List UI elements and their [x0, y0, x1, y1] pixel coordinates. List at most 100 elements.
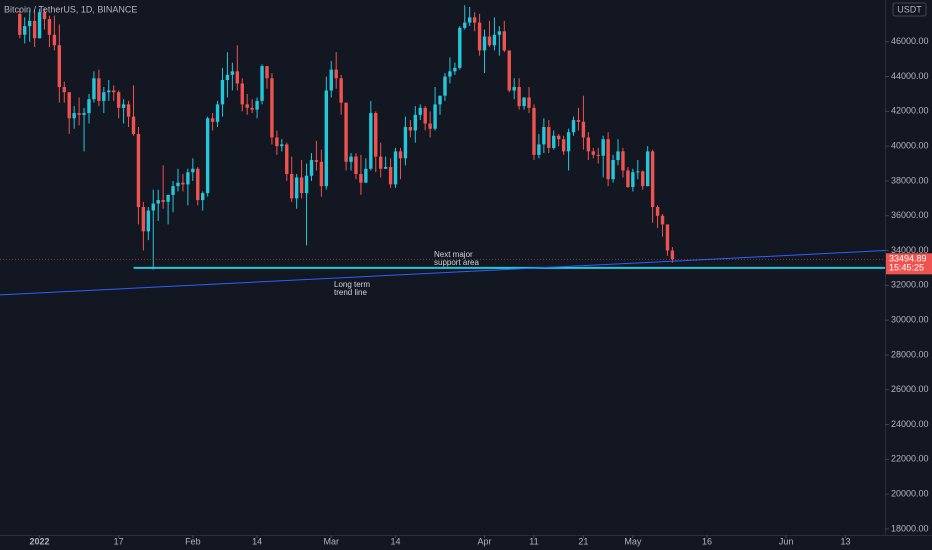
candle-body: [423, 107, 427, 124]
candle-body: [87, 99, 91, 114]
candle-body: [42, 12, 47, 20]
candle-body: [220, 80, 225, 105]
candle-body: [37, 12, 42, 39]
candle-body: [47, 19, 52, 35]
candle-body: [408, 127, 413, 131]
last-price-label: 33494.89: [889, 254, 927, 264]
candle-body: [591, 151, 595, 155]
candle-body: [507, 50, 511, 91]
candle-body: [349, 156, 353, 162]
y-tick-label: 18000.00: [891, 523, 929, 533]
candle-body: [67, 92, 71, 119]
candle-body: [275, 137, 279, 147]
candle-body: [413, 114, 418, 131]
candle-body: [215, 104, 220, 122]
x-tick-label: Jun: [779, 536, 794, 546]
candle-body: [23, 26, 27, 35]
candle-body: [230, 71, 235, 75]
candle-body: [57, 45, 62, 87]
annotation: Long term: [334, 280, 370, 289]
candle-body: [645, 151, 650, 187]
candle-body: [650, 151, 655, 208]
x-tick-label: 17: [114, 536, 124, 546]
y-tick-label: 34000.00: [891, 245, 929, 255]
y-tick-label: 36000.00: [891, 210, 929, 220]
candle-body: [270, 78, 274, 138]
candle-body: [438, 95, 442, 105]
candle-body: [314, 160, 319, 162]
y-tick-label: 30000.00: [891, 315, 929, 325]
x-tick-label: Mar: [324, 536, 340, 546]
candle-body: [339, 78, 343, 103]
candle-body: [161, 200, 165, 202]
candle-body: [131, 116, 136, 134]
y-tick-label: 42000.00: [891, 106, 929, 116]
candle-body: [497, 31, 502, 35]
candle-body: [146, 210, 151, 232]
candle-body: [547, 127, 551, 148]
candle-body: [665, 224, 670, 251]
candle-body: [428, 123, 432, 129]
candle-body: [255, 100, 259, 110]
candle-body: [290, 173, 294, 199]
candle-body: [527, 97, 531, 108]
candle-body: [344, 102, 348, 162]
candle-body: [250, 107, 254, 110]
candle-body: [378, 156, 383, 169]
candle-body: [265, 66, 269, 79]
candle-body: [477, 22, 482, 51]
candle-body: [621, 151, 625, 171]
candle-body: [151, 203, 155, 211]
candle-body: [260, 66, 264, 101]
candle-body: [62, 86, 66, 93]
currency-button[interactable]: [892, 2, 927, 17]
y-tick-label: 22000.00: [891, 454, 929, 464]
x-tick-label: Feb: [185, 536, 201, 546]
candle-body: [458, 27, 462, 68]
y-tick-label: 20000.00: [891, 488, 929, 498]
y-tick-label: 28000.00: [891, 349, 929, 359]
candle-body: [398, 151, 403, 159]
candle-body: [191, 168, 195, 173]
candle-body: [433, 104, 437, 129]
candle-body: [482, 36, 487, 51]
y-tick-label: 40000.00: [891, 141, 929, 151]
candle-body: [383, 167, 388, 169]
candle-body: [52, 34, 57, 46]
candle-body: [611, 160, 615, 180]
candle-body: [102, 92, 106, 101]
candle-body: [512, 86, 516, 91]
candle-body: [186, 172, 190, 185]
y-tick-label: 24000.00: [891, 419, 929, 429]
annotation: Next major: [434, 250, 473, 259]
candle-body: [156, 200, 160, 204]
candle-body: [294, 177, 299, 199]
candle-body: [492, 34, 497, 46]
candle-body: [522, 97, 526, 107]
currency-label[interactable]: USDT: [897, 4, 922, 14]
candle-body: [606, 139, 610, 180]
candle-body: [126, 104, 131, 117]
x-tick-label: 2022: [30, 536, 50, 546]
x-tick-label: Apr: [478, 536, 492, 546]
candle-body: [334, 69, 338, 79]
candle-body: [537, 144, 541, 155]
candle-body: [369, 113, 373, 169]
candle-body: [472, 17, 477, 23]
candle-body: [364, 168, 368, 183]
candle-body: [299, 177, 304, 194]
x-tick-label: 14: [252, 536, 262, 546]
candle-body: [116, 92, 121, 108]
candle-body: [443, 76, 447, 96]
candle-body: [309, 160, 314, 176]
candle-body: [576, 120, 581, 122]
chart-title: Bitcoin / TetherUS, 1D, BINANCE: [4, 4, 137, 14]
candle-body: [225, 74, 230, 81]
candle-body: [517, 86, 521, 107]
candle-body: [18, 13, 22, 35]
candle-body: [171, 186, 175, 195]
annotation: support area: [434, 258, 479, 267]
candle-body: [77, 113, 81, 115]
candle-body: [112, 90, 116, 93]
